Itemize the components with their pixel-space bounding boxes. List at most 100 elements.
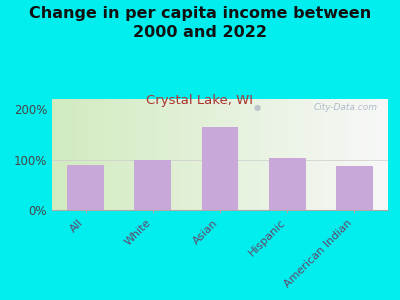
Bar [79, 99, 82, 210]
Bar [368, 99, 371, 210]
Bar [277, 99, 280, 210]
Bar [66, 99, 69, 210]
Bar [202, 127, 238, 210]
Bar [160, 99, 163, 210]
Bar [311, 99, 314, 210]
Bar [297, 99, 301, 210]
Bar [361, 99, 364, 210]
Bar [146, 99, 150, 210]
Bar [112, 99, 116, 210]
Bar [82, 99, 86, 210]
Bar [274, 99, 277, 210]
Bar [196, 99, 200, 210]
Bar [336, 166, 373, 210]
Bar [122, 99, 126, 210]
Bar [119, 99, 122, 210]
Text: Crystal Lake, WI: Crystal Lake, WI [146, 94, 254, 107]
Bar [240, 99, 244, 210]
Bar [170, 99, 173, 210]
Bar [284, 99, 287, 210]
Bar [220, 99, 223, 210]
Bar [364, 99, 368, 210]
Bar [213, 99, 217, 210]
Bar [133, 99, 136, 210]
Bar [99, 99, 102, 210]
Bar [139, 99, 143, 210]
Bar [62, 99, 66, 210]
Bar [301, 99, 304, 210]
Bar [378, 99, 381, 210]
Bar [143, 99, 146, 210]
Bar [338, 99, 341, 210]
Bar [348, 99, 351, 210]
Bar [217, 99, 220, 210]
Bar [381, 99, 385, 210]
Bar [134, 160, 171, 210]
Bar [287, 99, 290, 210]
Bar [351, 99, 354, 210]
Bar [358, 99, 361, 210]
Bar [290, 99, 294, 210]
Bar [264, 99, 267, 210]
Bar [116, 99, 119, 210]
Bar [163, 99, 166, 210]
Bar [67, 165, 104, 210]
Bar [129, 99, 133, 210]
Bar [59, 99, 62, 210]
Bar [334, 99, 338, 210]
Bar [89, 99, 92, 210]
Bar [153, 99, 156, 210]
Bar [341, 99, 344, 210]
Bar [210, 99, 213, 210]
Bar [52, 99, 55, 210]
Bar [176, 99, 180, 210]
Bar [183, 99, 186, 210]
Bar [69, 99, 72, 210]
Bar [206, 99, 210, 210]
Bar [260, 99, 264, 210]
Bar [267, 99, 270, 210]
Bar [354, 99, 358, 210]
Bar [150, 99, 153, 210]
Bar [371, 99, 374, 210]
Bar [227, 99, 230, 210]
Bar [136, 99, 139, 210]
Bar [102, 99, 106, 210]
Bar [314, 99, 318, 210]
Bar [385, 99, 388, 210]
Bar [166, 99, 170, 210]
Bar [244, 99, 247, 210]
Bar [247, 99, 250, 210]
Bar [254, 99, 257, 210]
Bar [250, 99, 254, 210]
Bar [307, 99, 311, 210]
Bar [173, 99, 176, 210]
Bar [203, 99, 206, 210]
Bar [76, 99, 79, 210]
Bar [280, 99, 284, 210]
Bar [230, 99, 234, 210]
Bar [109, 99, 112, 210]
Bar [193, 99, 196, 210]
Bar [96, 99, 99, 210]
Bar [321, 99, 324, 210]
Bar [106, 99, 109, 210]
Bar [324, 99, 328, 210]
Bar [190, 99, 193, 210]
Bar [331, 99, 334, 210]
Bar [126, 99, 129, 210]
Bar [257, 99, 260, 210]
Text: ●: ● [254, 103, 261, 112]
Bar [200, 99, 203, 210]
Bar [86, 99, 89, 210]
Bar [294, 99, 297, 210]
Text: City-Data.com: City-Data.com [314, 103, 378, 112]
Bar [72, 99, 76, 210]
Bar [92, 99, 96, 210]
Bar [344, 99, 348, 210]
Bar [156, 99, 160, 210]
Bar [186, 99, 190, 210]
Bar [55, 99, 59, 210]
Bar [270, 99, 274, 210]
Bar [234, 99, 237, 210]
